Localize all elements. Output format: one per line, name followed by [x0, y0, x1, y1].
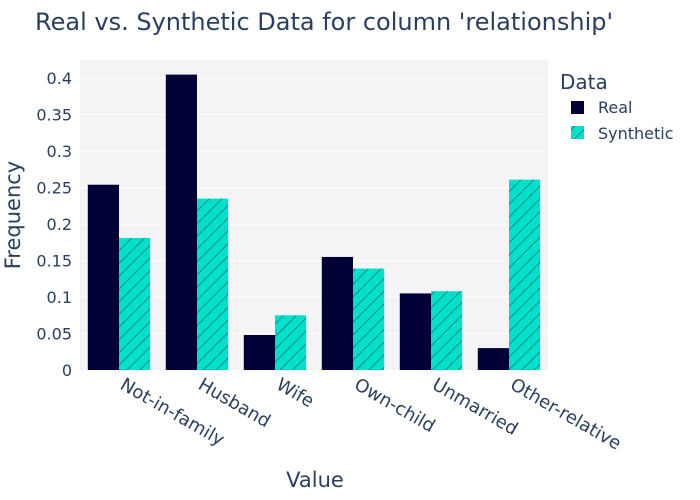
- bar-real-not-in-family[interactable]: [87, 184, 119, 370]
- bar-real-unmarried[interactable]: [399, 293, 431, 370]
- legend-label-real: Real: [598, 98, 633, 117]
- legend-swatch-real: [571, 101, 584, 114]
- bar-synthetic-wife[interactable]: [275, 315, 307, 370]
- x-tick-label: Unmarried: [429, 374, 522, 440]
- y-tick-label: 0: [62, 361, 72, 380]
- bar-synthetic-unmarried[interactable]: [431, 291, 463, 370]
- chart-title: Real vs. Synthetic Data for column 'rela…: [35, 8, 613, 36]
- bar-real-own-child[interactable]: [321, 256, 353, 370]
- y-tick-label: 0.3: [47, 142, 72, 161]
- legend-swatch-synthetic: [571, 126, 584, 139]
- bar-real-other-relative[interactable]: [477, 348, 509, 370]
- y-axis-ticks: 0 0.05 0.1 0.15 0.2 0.25 0.3 0.35 0.4: [36, 69, 72, 380]
- x-tick-label: Other-relative: [507, 374, 625, 454]
- legend-item-synthetic[interactable]: Synthetic: [571, 124, 674, 143]
- y-tick-label: 0.05: [36, 325, 72, 344]
- legend-label-synthetic: Synthetic: [598, 124, 674, 143]
- bar-synthetic-other-relative[interactable]: [509, 179, 541, 370]
- y-tick-label: 0.25: [36, 179, 72, 198]
- bar-real-husband[interactable]: [165, 74, 197, 371]
- y-tick-label: 0.1: [47, 288, 72, 307]
- plot-area: [80, 60, 548, 370]
- bar-synthetic-husband[interactable]: [197, 198, 229, 370]
- x-tick-label: Wife: [273, 374, 318, 412]
- y-tick-label: 0.35: [36, 106, 72, 125]
- y-tick-label: 0.4: [47, 69, 72, 88]
- x-axis-label: Value: [286, 468, 344, 492]
- bars: [87, 74, 541, 371]
- bar-real-wife[interactable]: [243, 334, 275, 370]
- bar-synthetic-own-child[interactable]: [353, 268, 385, 370]
- legend-title: Data: [560, 70, 608, 94]
- y-tick-label: 0.15: [36, 252, 72, 271]
- bar-synthetic-not-in-family[interactable]: [119, 237, 151, 370]
- y-tick-label: 0.2: [47, 215, 72, 234]
- x-tick-label: Own-child: [351, 374, 439, 437]
- legend-item-real[interactable]: Real: [571, 98, 633, 117]
- grid: [80, 77, 548, 335]
- y-axis-label: Frequency: [1, 161, 25, 270]
- legend[interactable]: Data Real Synthetic: [560, 70, 674, 143]
